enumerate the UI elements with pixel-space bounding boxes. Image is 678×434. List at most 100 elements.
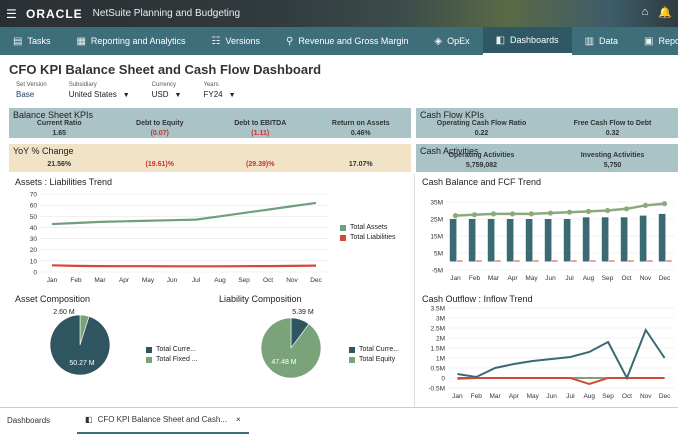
bottom-tab-bar: Dashboards ◧ CFO KPI Balance Sheet and C… [0,407,678,433]
chevron-down-icon[interactable]: ▼ [229,92,236,99]
cash-outflow-inflow-title: Cash Outflow : Inflow Trend [422,294,533,304]
asset-composition-pie[interactable]: 50.27 M2.60 M [40,303,130,383]
kpi-value: 5,759,082 [416,162,547,169]
tab-label: Reporting and Analytics [91,36,186,46]
top-bar: ☰ ORACLE NetSuite Planning and Budgeting… [0,0,678,27]
kpi-value: (1.11) [210,130,311,137]
assets-liabilities-legend: Total Assets Total Liabilities [340,224,396,244]
opex-icon: ◈ [434,36,442,47]
app-title: NetSuite Planning and Budgeting [93,8,240,19]
liability-composition-legend: Total Curre... Total Equity [349,346,399,366]
cash-balance-bar [659,214,666,262]
tab-current-dashboard[interactable]: ◧ CFO KPI Balance Sheet and Cash... × [77,408,249,434]
pie-slice-label: 47.48 M [271,359,296,366]
filter-set-version[interactable]: Set Version Base [16,82,47,99]
tab-opex[interactable]: ◈ OpEx [421,27,482,55]
y-tick-label: 0 [33,270,37,277]
liability-composition-pie[interactable]: 5.39 M47.48 M [248,303,348,383]
cash-balance-bar [450,219,457,262]
home-icon[interactable]: ⌂ [642,6,649,19]
x-tick-label: Apr [509,393,520,400]
filter-currency[interactable]: Currency USD▼ [152,82,182,99]
revenue-icon: ⚲ [286,36,293,47]
cash-balance-bar [526,219,533,262]
filter-value: USD [152,90,169,99]
fcf-bar [476,261,482,262]
kpi-header: Investing Activities [547,152,678,159]
tab-label: Versions [225,36,260,46]
filter-label: Subsidiary [69,82,130,88]
cash-balance-bar [488,219,495,262]
fcf-bar [552,261,558,262]
filter-subsidiary[interactable]: Subsidiary United States▼ [69,82,130,99]
tab-dashboards[interactable]: ◧ Dashboards [483,27,572,55]
filter-value: Base [16,90,47,99]
x-tick-label: Jan [452,393,463,400]
tab-label: Dashboards [510,35,559,45]
tab-dashboards-home[interactable]: Dashboards [7,416,77,425]
tab-label: Reports [659,36,678,46]
cash-trend-point [529,211,534,216]
tab-tasks[interactable]: ▤Tasks [0,27,63,55]
y-tick-label: 15M [430,234,443,241]
tab-reports[interactable]: ▣Reports [631,27,678,55]
kpi-value: 0.22 [416,130,547,137]
dashboard-icon: ◧ [85,415,93,424]
x-tick-label: Aug [583,393,595,400]
y-tick-label: 25M [430,217,443,224]
x-tick-label: Apr [507,275,518,282]
main-navigation: ▤Tasks ▦Reporting and Analytics ☷Version… [0,27,678,55]
tab-data[interactable]: ▥Data [572,27,631,55]
cash-balance-bar [507,219,514,262]
y-tick-label: 2.5M [431,326,445,333]
kpi-value: 5,750 [547,162,678,169]
tab-reporting[interactable]: ▦Reporting and Analytics [63,27,198,55]
dashboards-icon: ◧ [496,35,505,46]
legend-swatch [340,235,346,241]
filter-label: Years [203,82,235,88]
kpi-header: Operating Activities [416,152,547,159]
legend-swatch [340,225,346,231]
cash-trend-point [472,212,477,217]
kpi-header: Operating Cash Flow Ratio [416,120,547,127]
chevron-down-icon[interactable]: ▼ [175,92,182,99]
kpi-header: Free Cash Flow to Debt [547,120,678,127]
x-tick-label: Feb [471,393,483,400]
x-tick-label: Dec [310,277,322,284]
filter-label: Set Version [16,82,47,88]
legend-label: Total Equity [359,356,395,363]
cash-balance-bar [564,219,571,262]
y-tick-label: 20 [30,247,38,254]
cash-balance-bar [545,219,552,262]
filter-bar: Set Version Base Subsidiary United State… [16,82,236,99]
cash-balance-bar [469,219,476,262]
x-tick-label: Nov [640,393,652,400]
notifications-icon[interactable]: 🔔 [658,6,672,19]
y-tick-label: 35M [430,200,443,207]
kpi-value: 1.65 [9,130,110,137]
chevron-down-icon[interactable]: ▼ [123,92,130,99]
y-tick-label: 2M [436,336,445,343]
tab-label: Data [599,36,618,46]
cash-trend-point [510,211,515,216]
hamburger-menu-icon[interactable]: ☰ [6,7,20,21]
filter-value: FY24 [203,90,222,99]
close-icon[interactable]: × [236,415,241,424]
tab-versions[interactable]: ☷Versions [198,27,273,55]
tab-label: OpEx [447,36,470,46]
legend-label: Total Curre... [359,346,399,353]
legend-label: Total Fixed ... [156,356,198,363]
fcf-bar [533,261,539,262]
x-tick-label: Sep [602,275,614,282]
filter-years[interactable]: Years FY24 ▼ [203,82,235,99]
tab-label: CFO KPI Balance Sheet and Cash... [98,415,227,424]
cash-trend-point [586,209,591,214]
cash-trend-point [662,201,667,206]
oracle-logo: ORACLE [26,7,83,21]
tab-revenue[interactable]: ⚲Revenue and Gross Margin [273,27,421,55]
cash-trend-point [491,211,496,216]
legend-label: Total Liabilities [350,234,396,241]
